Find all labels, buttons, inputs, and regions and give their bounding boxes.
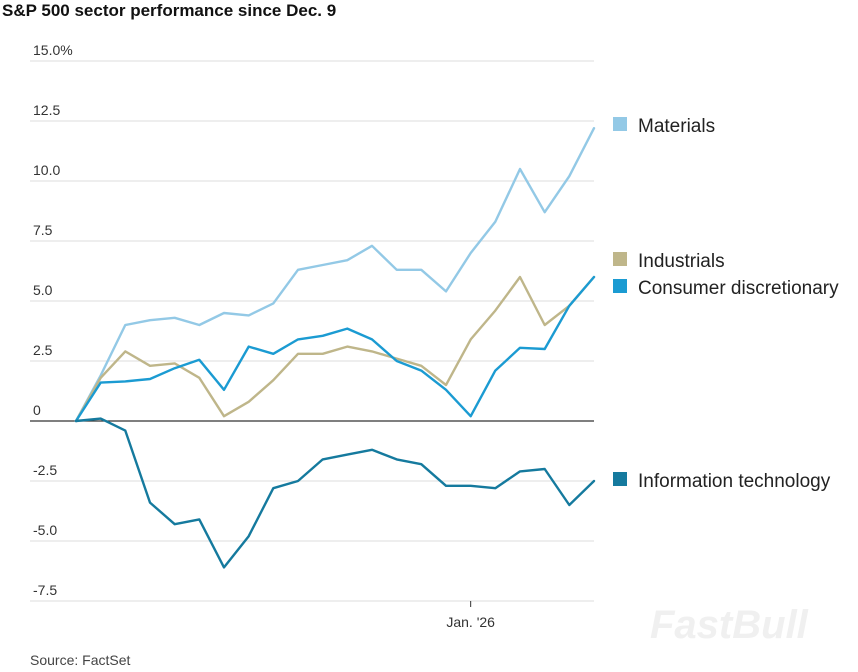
x-axis: Jan. '26: [446, 601, 495, 630]
series-line-industrials: [74, 275, 596, 423]
legend-label: Materials: [638, 116, 715, 137]
legend-label: Consumer discretionary: [638, 278, 839, 299]
chart-title: S&P 500 sector performance since Dec. 9: [2, 1, 336, 20]
y-tick-label: 15.0%: [33, 42, 73, 58]
series-lines: [74, 126, 596, 569]
y-tick-label: 10.0: [33, 162, 60, 178]
legend-label: Industrials: [638, 251, 725, 272]
y-tick-label: 2.5: [33, 342, 53, 358]
y-tick-label: 0: [33, 402, 41, 418]
legend-swatch: [613, 472, 627, 486]
y-tick-label: -2.5: [33, 462, 57, 478]
legend-swatch: [613, 252, 627, 266]
series-line-consumer-discretionary: [74, 275, 596, 423]
y-tick-label: -5.0: [33, 522, 57, 538]
y-tick-label: -7.5: [33, 582, 57, 598]
source-note: Source: FactSet: [30, 652, 130, 668]
legend: Materials Industrials Consumer discretiona…: [613, 116, 839, 492]
gridlines: [30, 60, 594, 602]
legend-swatch: [613, 279, 627, 293]
legend-label: Information technology: [638, 471, 831, 492]
y-tick-label: 12.5: [33, 102, 60, 118]
legend-swatch: [613, 117, 627, 131]
series-line-materials: [74, 126, 596, 423]
watermark-text: FastBull: [650, 603, 809, 647]
y-axis-ticks: 15.0% 12.5 10.0 7.5 5.0 2.5 0 -2.5 -5.0 -7.5: [33, 42, 73, 598]
y-tick-label: 5.0: [33, 282, 53, 298]
x-tick-label: Jan. '26: [446, 614, 495, 630]
series-line-information-technology: [74, 417, 596, 569]
y-tick-label: 7.5: [33, 222, 53, 238]
